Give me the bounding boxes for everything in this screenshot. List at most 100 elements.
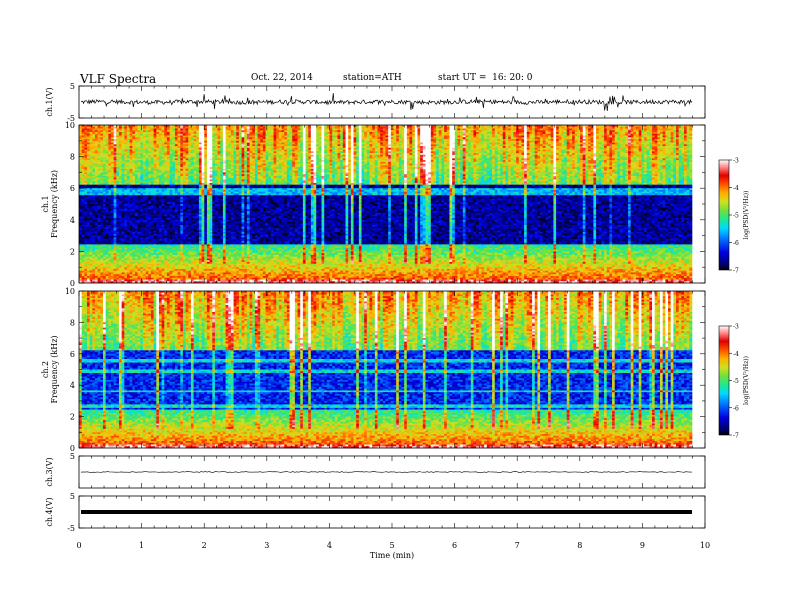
spectrogram-cell: [460, 132, 463, 134]
spectrogram-cell: [457, 136, 460, 138]
spectrogram-cell: [263, 129, 266, 131]
spectrogram-cell: [252, 129, 255, 131]
spectrogram-cell: [492, 129, 495, 131]
spectrogram-cell: [132, 141, 135, 143]
spectrogram-cell: [487, 141, 490, 143]
spectrogram-cell: [681, 132, 684, 134]
spectrogram-cell: [274, 141, 277, 143]
spectrogram-cell: [260, 139, 263, 141]
spectrogram-cell: [87, 132, 90, 134]
spectrogram-cell: [396, 136, 399, 138]
spectrogram-cell: [324, 139, 327, 141]
spectrogram-cell: [314, 139, 317, 141]
spectrogram-cell: [354, 136, 357, 138]
spectrogram-cell: [407, 129, 410, 131]
spectrogram-cell: [164, 129, 167, 131]
spectrogram-cell: [308, 132, 311, 134]
spectrogram-cell: [114, 136, 117, 138]
spectrogram-cell: [255, 141, 258, 143]
spectrogram-cell: [620, 132, 623, 134]
spectrogram-cell: [655, 129, 658, 131]
spectrogram-cell: [596, 136, 599, 138]
spectrogram-cell: [609, 136, 612, 138]
spectrogram-cell: [527, 139, 530, 141]
spectrogram-cell: [188, 139, 191, 141]
spectrogram-cell: [170, 139, 173, 141]
spectrogram-cell: [513, 139, 516, 141]
spectrogram-cell: [124, 136, 127, 138]
spectrogram-cell: [505, 132, 508, 134]
spectrogram-cell: [156, 129, 159, 131]
y-tick-label: 5: [70, 82, 75, 91]
spectrogram-cell: [95, 129, 98, 131]
spectrogram-cell: [468, 136, 471, 138]
spectrogram-cell: [362, 139, 365, 141]
spectrogram-cell: [378, 136, 381, 138]
spectrogram-cell: [164, 132, 167, 134]
spectrogram-cell: [588, 139, 591, 141]
spectrogram-cell: [124, 141, 127, 143]
spectrogram-cell: [135, 141, 138, 143]
spectrogram-cell: [689, 132, 692, 134]
spectrogram-cell: [415, 139, 418, 141]
spectrogram-cell: [146, 139, 149, 141]
spectrogram-cell: [135, 136, 138, 138]
spectrogram-cell: [495, 141, 498, 143]
spectrogram-cell: [543, 129, 546, 131]
spectrogram-cell: [367, 132, 370, 134]
spectrogram-cell: [439, 136, 442, 138]
spectrogram-cell: [513, 132, 516, 134]
spectrogram-cell: [615, 129, 618, 131]
spectrogram-cell: [207, 139, 210, 141]
spectrogram-cell: [250, 139, 253, 141]
spectrogram-cell: [199, 139, 202, 141]
spectrogram-cell: [106, 139, 109, 141]
spectrogram-cell: [194, 141, 197, 143]
spectrogram-cell: [529, 132, 532, 134]
spectrogram-cell: [492, 141, 495, 143]
spectrogram-cell: [420, 141, 423, 143]
spectrogram-cell: [343, 141, 346, 143]
spectrogram-cell: [84, 141, 87, 143]
spectrogram-cell: [545, 132, 548, 134]
spectrogram-cell: [151, 139, 154, 141]
spectrogram-cell: [116, 139, 119, 141]
spectrogram-cell: [575, 136, 578, 138]
spectrogram-cell: [279, 141, 282, 143]
spectrogram-cell: [367, 136, 370, 138]
spectrogram-cell: [90, 141, 93, 143]
spectrogram-cell: [449, 129, 452, 131]
spectrogram-cell: [460, 136, 463, 138]
spectrogram-cell: [492, 136, 495, 138]
spectrogram-cell: [417, 139, 420, 141]
spectrogram-cell: [204, 141, 207, 143]
spectrogram-cell: [521, 141, 524, 143]
spectrogram-cell: [660, 139, 663, 141]
spectrogram-cell: [439, 129, 442, 131]
spectrogram-cell: [665, 129, 668, 131]
spectrogram-cell: [356, 132, 359, 134]
spectrogram-cell: [532, 136, 535, 138]
spectrogram-cell: [204, 132, 207, 134]
spectrogram-cell: [663, 132, 666, 134]
spectrogram-cell: [292, 139, 295, 141]
spectrogram-cell: [279, 129, 282, 131]
spectrogram-cell: [95, 139, 98, 141]
spectrogram-cell: [553, 129, 556, 131]
spectrogram-cell: [298, 136, 301, 138]
spectrogram-cell: [401, 129, 404, 131]
spectrogram-cell: [620, 136, 623, 138]
spectrogram-cell: [588, 136, 591, 138]
spectrogram-cell: [636, 136, 639, 138]
spectrogram-cell: [465, 141, 468, 143]
spectrogram-cell: [215, 129, 218, 131]
spectrogram-cell: [100, 136, 103, 138]
spectrogram-cell: [111, 129, 114, 131]
spectrogram-cell: [330, 139, 333, 141]
spectrogram-cell: [364, 136, 367, 138]
spectrogram-cell: [114, 139, 117, 141]
spectrogram-cell: [620, 139, 623, 141]
spectrogram-cell: [513, 141, 516, 143]
spectrogram-cell: [652, 129, 655, 131]
spectrogram-cell: [143, 136, 146, 138]
